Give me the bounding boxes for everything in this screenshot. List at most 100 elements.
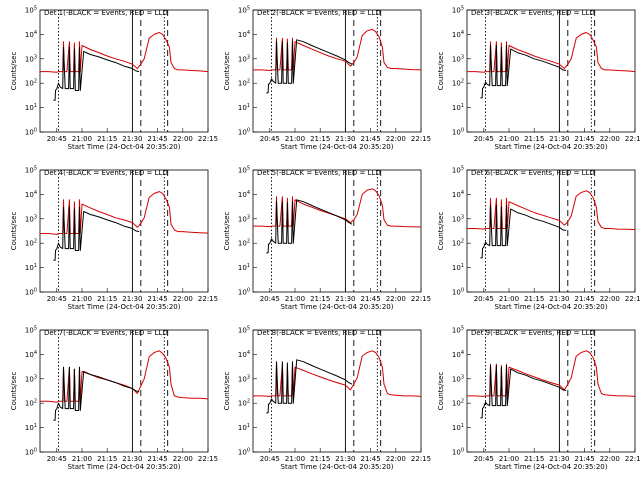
- plot-frame: [466, 329, 636, 453]
- series-line-events: [480, 365, 567, 419]
- y-tick-label: 102: [25, 399, 37, 408]
- x-tick-label: 21:45: [361, 455, 381, 463]
- series-line-lld: [253, 28, 422, 71]
- x-tick-label: 21:00: [499, 295, 519, 303]
- y-tick-label: 104: [25, 350, 37, 359]
- series-line-lld: [40, 350, 209, 403]
- y-tick-label: 102: [25, 79, 37, 88]
- y-tick-label: 103: [25, 54, 37, 63]
- y-axis-label: Counts/sec: [10, 52, 18, 91]
- chart-title: Det 2(-BLACK = Events, RED = LLD: [257, 9, 381, 17]
- y-tick-label: 101: [238, 103, 250, 112]
- y-tick-label: 100: [452, 448, 464, 457]
- chart-title: Det 7(-BLACK = Events, RED = LLD: [44, 329, 168, 337]
- y-tick-label: 101: [238, 263, 250, 272]
- x-tick-label: 21:30: [122, 455, 142, 463]
- y-tick-label: 105: [452, 166, 464, 175]
- x-tick-label: 20:45: [260, 455, 280, 463]
- x-tick-label: 21:00: [499, 135, 519, 143]
- chart-panel-6: 100 101 102 103 104 105 20:45 21:00 21:15 21:30 21…: [437, 166, 640, 312]
- x-tick-label: 20:45: [47, 135, 67, 143]
- chart-title: Det 5(-BLACK = Events, RED = LLD: [257, 169, 381, 177]
- x-tick-label: 22:00: [173, 455, 193, 463]
- x-axis-label: Start Time (24-Oct-04 20:35:20): [495, 303, 608, 311]
- x-tick-label: 21:30: [335, 135, 355, 143]
- x-tick-label: 22:15: [411, 455, 431, 463]
- y-tick-label: 102: [238, 399, 250, 408]
- y-axis-label: Counts/sec: [10, 372, 18, 411]
- series-line-lld: [467, 32, 636, 73]
- chart-panel-9: 100 101 102 103 104 105 20:45 21:00 21:15 21:30 21…: [437, 326, 640, 472]
- y-tick-label: 103: [452, 374, 464, 383]
- x-tick-label: 21:45: [361, 135, 381, 143]
- x-axis-label: Start Time (24-Oct-04 20:35:20): [281, 303, 394, 311]
- x-tick-label: 21:15: [310, 295, 330, 303]
- x-axis-label: Start Time (24-Oct-04 20:35:20): [495, 143, 608, 151]
- x-tick-label: 21:00: [72, 135, 92, 143]
- x-tick-label: 22:15: [198, 135, 218, 143]
- y-tick-label: 103: [238, 374, 250, 383]
- y-tick-label: 104: [452, 30, 464, 39]
- x-tick-label: 21:45: [361, 295, 381, 303]
- x-tick-label: 22:15: [625, 135, 640, 143]
- y-tick-label: 104: [238, 190, 250, 199]
- x-tick-label: 21:30: [122, 295, 142, 303]
- x-tick-label: 21:15: [524, 455, 544, 463]
- x-tick-label: 21:00: [72, 455, 92, 463]
- series-line-lld: [467, 350, 636, 397]
- series-line-events: [266, 359, 353, 414]
- x-tick-label: 20:45: [47, 295, 67, 303]
- y-tick-label: 100: [452, 128, 464, 137]
- x-tick-label: 20:45: [474, 295, 494, 303]
- plot-frame: [466, 169, 636, 293]
- x-tick-label: 22:00: [386, 295, 406, 303]
- x-tick-label: 21:45: [148, 295, 168, 303]
- x-tick-label: 21:00: [285, 135, 305, 143]
- y-tick-label: 103: [452, 54, 464, 63]
- y-tick-label: 102: [238, 239, 250, 248]
- x-tick-label: 22:15: [411, 135, 431, 143]
- y-axis-label: Counts/sec: [437, 372, 445, 411]
- x-tick-label: 22:15: [625, 295, 640, 303]
- y-tick-label: 104: [452, 350, 464, 359]
- y-tick-label: 100: [238, 288, 250, 297]
- x-tick-label: 22:00: [600, 455, 620, 463]
- y-tick-label: 104: [25, 190, 37, 199]
- x-tick-label: 22:15: [198, 295, 218, 303]
- x-tick-label: 22:00: [600, 295, 620, 303]
- y-tick-label: 100: [452, 288, 464, 297]
- y-axis-label: Counts/sec: [223, 52, 231, 91]
- series-line-events: [266, 199, 353, 254]
- y-tick-label: 105: [238, 166, 250, 175]
- y-tick-label: 101: [452, 263, 464, 272]
- y-tick-label: 105: [238, 6, 250, 15]
- x-tick-label: 21:30: [122, 135, 142, 143]
- x-tick-label: 22:00: [600, 135, 620, 143]
- x-axis-label: Start Time (24-Oct-04 20:35:20): [281, 463, 394, 471]
- y-tick-label: 101: [25, 423, 37, 432]
- x-tick-label: 21:30: [335, 295, 355, 303]
- y-tick-label: 105: [25, 166, 37, 175]
- plot-frame: [466, 9, 636, 133]
- y-tick-label: 100: [25, 448, 37, 457]
- x-axis-label: Start Time (24-Oct-04 20:35:20): [495, 463, 608, 471]
- x-tick-label: 20:45: [474, 135, 494, 143]
- series-line-events: [53, 366, 140, 421]
- plot-frame: [39, 169, 209, 293]
- y-axis-label: Counts/sec: [10, 212, 18, 251]
- x-tick-label: 22:15: [411, 295, 431, 303]
- series-line-events: [480, 45, 567, 99]
- x-tick-label: 21:45: [148, 135, 168, 143]
- x-tick-label: 20:45: [260, 295, 280, 303]
- x-tick-label: 20:45: [474, 455, 494, 463]
- plot-frame: [39, 9, 209, 133]
- y-tick-label: 105: [238, 326, 250, 335]
- y-axis-label: Counts/sec: [437, 52, 445, 91]
- y-tick-label: 105: [25, 6, 37, 15]
- y-tick-label: 103: [25, 374, 37, 383]
- x-tick-label: 21:45: [148, 455, 168, 463]
- series-line-events: [266, 39, 353, 94]
- chart-title: Det 4(-BLACK = Events, RED = LLD: [44, 169, 168, 177]
- y-tick-label: 103: [238, 54, 250, 63]
